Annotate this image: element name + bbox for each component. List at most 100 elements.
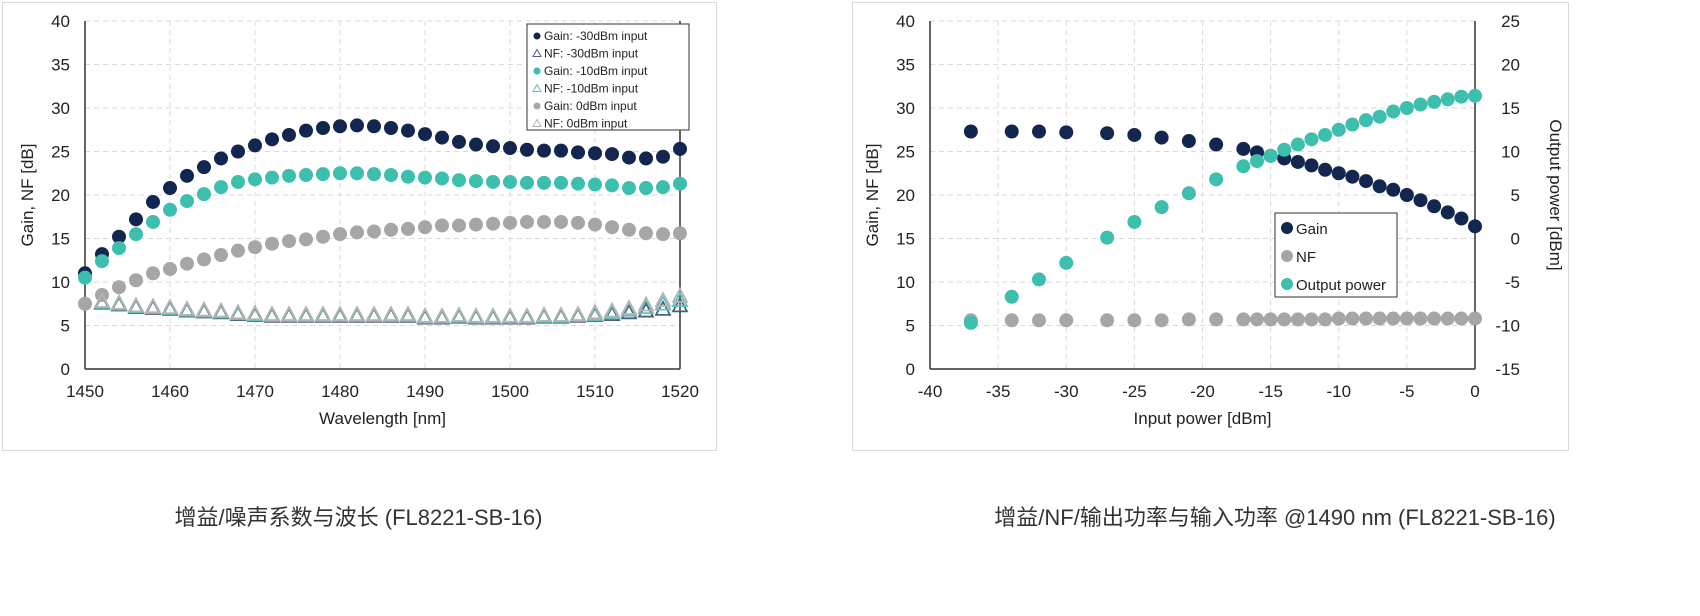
data-point [333, 119, 347, 134]
data-point [348, 305, 366, 321]
x-tick-label: 1490 [406, 382, 444, 401]
y2-tick-label: -10 [1495, 317, 1520, 336]
data-point [469, 137, 483, 152]
data-point [382, 305, 400, 321]
data-point [1154, 313, 1169, 328]
data-point [399, 305, 417, 321]
series-nf [963, 311, 1482, 328]
data-point [963, 315, 978, 330]
data-point [673, 176, 687, 191]
data-point [214, 151, 228, 166]
y2-tick-label: 10 [1501, 143, 1520, 162]
data-point [1263, 312, 1278, 327]
data-point [588, 217, 602, 232]
y-tick-label: 30 [51, 99, 70, 118]
y-tick-label: 15 [51, 230, 70, 249]
data-point [503, 141, 517, 156]
data-point [1413, 193, 1428, 208]
y2-tick-label: 15 [1501, 99, 1520, 118]
data-point [503, 215, 517, 230]
x-tick-label: 0 [1470, 382, 1479, 401]
data-point [1250, 312, 1264, 327]
data-point [231, 174, 245, 189]
data-point [127, 296, 145, 313]
data-point [299, 123, 313, 138]
legend-dot-icon [1281, 250, 1293, 262]
input-power-chart-frame [852, 2, 1569, 451]
x-tick-label: -40 [918, 382, 943, 401]
data-point [1440, 205, 1455, 220]
data-point [1004, 124, 1019, 139]
data-point [569, 305, 587, 321]
data-point [654, 299, 672, 316]
data-point [518, 306, 536, 323]
data-point [1263, 148, 1278, 163]
data-point [265, 236, 279, 251]
x-tick-label: 1460 [151, 382, 189, 401]
data-point [620, 303, 638, 320]
y-tick-label: 40 [51, 12, 70, 31]
data-point [537, 143, 551, 158]
legend-label: NF: 0dBm input [544, 117, 628, 131]
x-tick-label: -30 [1054, 382, 1079, 401]
data-point [195, 300, 213, 317]
data-point [1468, 88, 1482, 103]
series-gain-30dbm-input [78, 118, 687, 281]
data-point [146, 266, 160, 281]
legend-triangle-icon [532, 48, 542, 57]
data-point [1032, 124, 1046, 139]
data-point [605, 147, 619, 162]
x-tick-label: -5 [1399, 382, 1414, 401]
data-point [197, 160, 211, 175]
data-point [673, 226, 687, 241]
data-point [452, 173, 466, 188]
y-tick-label: 25 [51, 143, 70, 162]
data-point [537, 175, 551, 190]
data-point [656, 149, 670, 164]
data-point [520, 214, 534, 229]
data-point [401, 169, 415, 184]
data-point [588, 177, 602, 192]
data-point [265, 132, 279, 147]
data-point [112, 241, 126, 256]
x-tick-label: 1480 [321, 382, 359, 401]
data-point [248, 172, 262, 187]
data-point [435, 130, 449, 145]
legend-dot-icon [533, 102, 541, 110]
legend-dot-icon [533, 67, 541, 75]
data-point [1004, 289, 1019, 304]
data-point [401, 221, 415, 236]
legend-label: Output power [1296, 277, 1386, 294]
data-point [639, 226, 653, 241]
data-point [1304, 312, 1319, 327]
data-point [282, 234, 296, 249]
data-point [1304, 158, 1319, 173]
data-point [1413, 97, 1428, 112]
data-point [418, 127, 432, 142]
data-point [112, 229, 126, 244]
legend-triangle-icon [532, 83, 542, 92]
data-point [1331, 311, 1346, 326]
data-point [1345, 169, 1360, 184]
data-point [331, 305, 349, 321]
data-point [1236, 312, 1251, 327]
data-point [484, 306, 502, 323]
data-point [1413, 311, 1428, 326]
x-axis-label: Input power [dBm] [1134, 409, 1272, 428]
data-point [537, 214, 551, 229]
legend-box [526, 23, 690, 131]
data-point [1359, 174, 1373, 189]
data-point [637, 298, 655, 315]
data-point [1127, 127, 1142, 142]
y-tick-label: 5 [61, 317, 70, 336]
x-tick-label: 1450 [66, 382, 104, 401]
data-point [161, 298, 179, 315]
data-point [367, 224, 381, 239]
data-point [280, 305, 298, 321]
data-point [78, 296, 92, 311]
data-point [401, 123, 415, 138]
y2-tick-label: -15 [1495, 360, 1520, 379]
y-tick-label: 20 [896, 186, 915, 205]
data-point [350, 118, 364, 133]
